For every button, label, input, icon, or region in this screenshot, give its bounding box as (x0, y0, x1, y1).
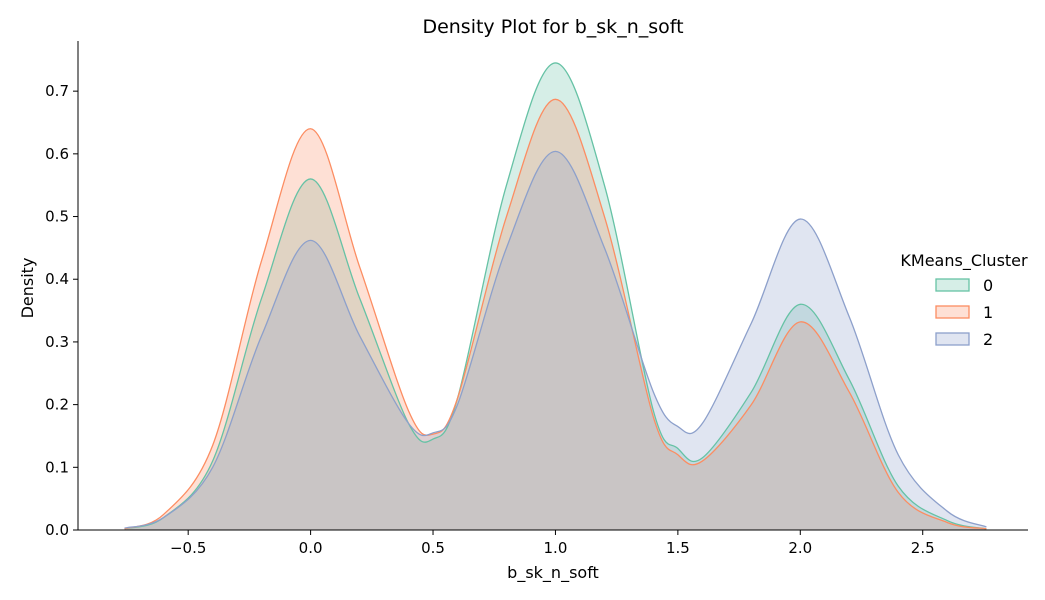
x-ticks: −0.5 0.0 0.5 1.0 1.5 2.0 2.5 (170, 530, 935, 557)
legend: KMeans_Cluster 0 1 2 (900, 251, 1028, 349)
x-axis-label: b_sk_n_soft (507, 563, 599, 583)
y-tick-label: 0.5 (45, 208, 69, 226)
density-area-cluster-2 (124, 151, 987, 530)
y-tick-label: 0.1 (45, 458, 69, 476)
density-line-cluster-2 (124, 150, 987, 529)
legend-swatch-cluster-1 (935, 305, 970, 319)
x-tick-label: 2.0 (788, 539, 812, 557)
y-tick-label: 0.4 (45, 270, 69, 288)
legend-title: KMeans_Cluster (900, 251, 1028, 271)
chart-title: Density Plot for b_sk_n_soft (422, 16, 683, 38)
y-tick-label: 0.3 (45, 333, 69, 351)
y-ticks: 0.0 0.1 0.2 0.3 0.4 0.5 0.6 0.7 (45, 82, 78, 539)
y-tick-label: 0.6 (45, 145, 69, 163)
plot-lines (124, 62, 987, 530)
y-tick-label: 0.0 (45, 521, 69, 539)
x-tick-label: 1.0 (544, 539, 568, 557)
legend-label-cluster-0: 0 (983, 276, 993, 295)
legend-label-cluster-1: 1 (983, 303, 993, 322)
x-tick-label: 0.5 (421, 539, 445, 557)
legend-swatch-cluster-0 (935, 278, 970, 292)
x-tick-label: 2.5 (911, 539, 935, 557)
density-line-cluster-1 (124, 98, 987, 530)
plot-areas (124, 62, 987, 531)
legend-label-cluster-2: 2 (983, 330, 993, 349)
density-area-cluster-0 (124, 62, 987, 530)
x-tick-label: 1.5 (666, 539, 690, 557)
x-tick-label: 0.0 (299, 539, 323, 557)
y-tick-label: 0.7 (45, 82, 69, 100)
legend-swatch-cluster-2 (935, 332, 970, 346)
y-axis-label: Density (18, 258, 37, 319)
y-tick-label: 0.2 (45, 396, 69, 414)
density-line-cluster-0 (124, 62, 987, 530)
x-tick-label: −0.5 (170, 539, 206, 557)
density-area-cluster-1 (124, 99, 987, 531)
